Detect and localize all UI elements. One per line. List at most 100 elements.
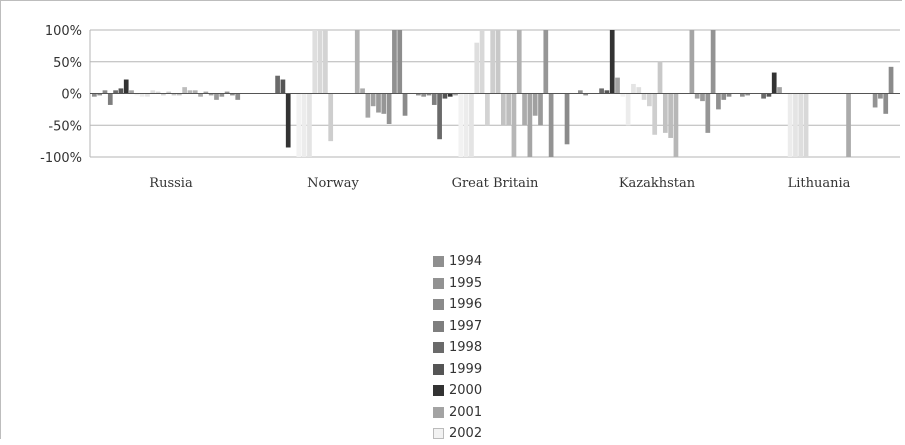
bar: [527, 93, 533, 157]
bar: [198, 93, 203, 97]
bar: [386, 93, 392, 124]
bar: [766, 93, 772, 97]
legend-label: 1997: [449, 318, 483, 334]
bar: [516, 30, 522, 94]
bar: [636, 87, 642, 94]
bar: [123, 79, 129, 94]
bar: [365, 93, 371, 118]
category-label: Great Britain: [452, 176, 539, 191]
bar: [102, 90, 108, 94]
bar: [673, 93, 679, 157]
category-label: Lithuania: [788, 176, 851, 191]
bar: [301, 93, 307, 157]
bar: [370, 93, 376, 107]
legend: 1994 1995 1996 1997 1998 1999 2000 2001 2002: [433, 251, 482, 445]
bar: [652, 93, 658, 135]
category-label: Kazakhstan: [619, 176, 696, 191]
y-tick-label: -50%: [48, 119, 82, 134]
bar: [625, 93, 631, 126]
legend-entry: 1997: [433, 316, 482, 338]
bars: [92, 30, 894, 157]
legend-label: 1998: [449, 340, 483, 356]
legend-swatch: [433, 342, 444, 354]
bar: [92, 93, 97, 97]
bar: [705, 93, 711, 133]
bar: [620, 93, 626, 97]
bar: [798, 93, 804, 157]
bar: [192, 90, 198, 94]
bar: [97, 93, 103, 96]
bar: [376, 93, 381, 113]
bar: [543, 30, 549, 94]
bar: [230, 93, 235, 96]
bar: [426, 93, 432, 96]
bar: [745, 93, 751, 96]
bar: [161, 93, 166, 96]
bar: [107, 93, 113, 105]
bar: [235, 93, 241, 100]
bar: [416, 93, 421, 96]
legend-entry: 1996: [433, 294, 482, 316]
legend-label: 2000: [449, 383, 483, 399]
bar: [538, 93, 543, 126]
y-tick-label: 100%: [45, 24, 82, 39]
bar: [381, 93, 387, 114]
bar: [328, 93, 334, 142]
legend-label: 1999: [449, 361, 483, 377]
bar: [694, 93, 700, 99]
bar: [397, 30, 403, 94]
bar: [224, 91, 230, 94]
bar: [134, 93, 140, 96]
legend-entry: 1995: [433, 273, 482, 295]
bar: [317, 30, 323, 94]
bar: [155, 91, 161, 94]
bar: [647, 93, 652, 107]
bar: [285, 93, 291, 148]
bar: [740, 93, 745, 97]
legend-entry: 2001: [433, 402, 482, 424]
legend-entry: 1998: [433, 337, 482, 359]
legend-swatch: [433, 363, 444, 375]
category-labels: Russia Norway Great Britain Kazakhstan Lithu…: [149, 176, 850, 191]
bar: [604, 90, 610, 94]
bar: [506, 93, 511, 126]
legend-entry: 2002: [433, 423, 482, 445]
bar: [793, 93, 798, 157]
bar: [609, 30, 615, 94]
bar: [485, 93, 490, 126]
bar: [641, 93, 647, 100]
bar: [761, 93, 766, 99]
legend-swatch: [433, 385, 444, 397]
bar: [771, 72, 777, 94]
bar: [453, 93, 458, 96]
bar: [479, 30, 485, 94]
bar: [150, 90, 156, 94]
legend-entry: 2000: [433, 380, 482, 402]
y-axis-tick-labels: 100% 50% 0% -50% -100%: [40, 24, 82, 166]
legend-swatch: [433, 299, 444, 311]
bar: [118, 88, 124, 94]
bar: [296, 93, 302, 157]
y-tick-label: 50%: [53, 56, 82, 71]
bar: [312, 30, 318, 94]
bar: [700, 93, 705, 102]
legend-swatch: [433, 256, 444, 268]
bar: [599, 88, 604, 94]
bar: [214, 93, 219, 100]
bar: [219, 93, 225, 97]
bar: [129, 90, 134, 94]
y-tick-label: 0%: [61, 88, 82, 103]
legend-entry: 1999: [433, 359, 482, 381]
bar: [878, 93, 883, 99]
bar: [716, 93, 721, 110]
legend-label: 2001: [449, 404, 483, 420]
bar-chart: 100% 50% 0% -50% -100% Russia Norway Great Bri…: [40, 24, 900, 191]
bar: [511, 93, 517, 157]
category-label: Russia: [149, 176, 193, 191]
bar: [139, 93, 145, 97]
bar: [689, 30, 695, 94]
bar: [442, 93, 448, 99]
bar: [145, 93, 150, 97]
bar: [187, 90, 193, 94]
legend-entry: 1994: [433, 251, 482, 273]
